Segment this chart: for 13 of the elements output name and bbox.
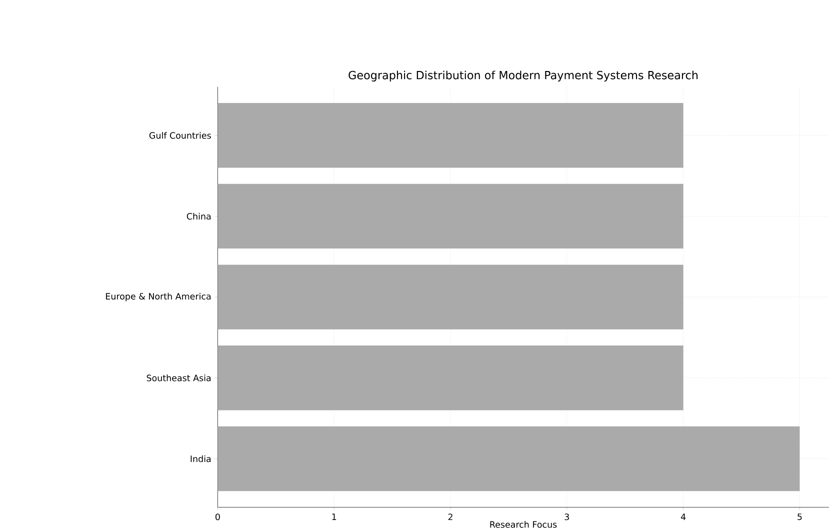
y-tick-label: Europe & North America (106, 292, 211, 302)
x-axis-title: Research Focus (490, 521, 557, 528)
x-tick-label: 3 (564, 514, 569, 520)
x-tick-label: 1 (332, 514, 336, 520)
x-tick-label: 0 (215, 514, 220, 520)
y-tick-label: India (190, 455, 211, 462)
y-tick-label: China (186, 212, 211, 220)
y-tick-label: Southeast Asia (146, 374, 211, 382)
x-tick-label: 4 (680, 514, 686, 520)
y-tick-label: Gulf Countries (149, 132, 211, 139)
x-tick-label: 2 (448, 514, 452, 520)
chart-title: Geographic Distribution of Modern Payment Systems Research (348, 70, 698, 82)
x-tick-label: 5 (798, 514, 802, 520)
